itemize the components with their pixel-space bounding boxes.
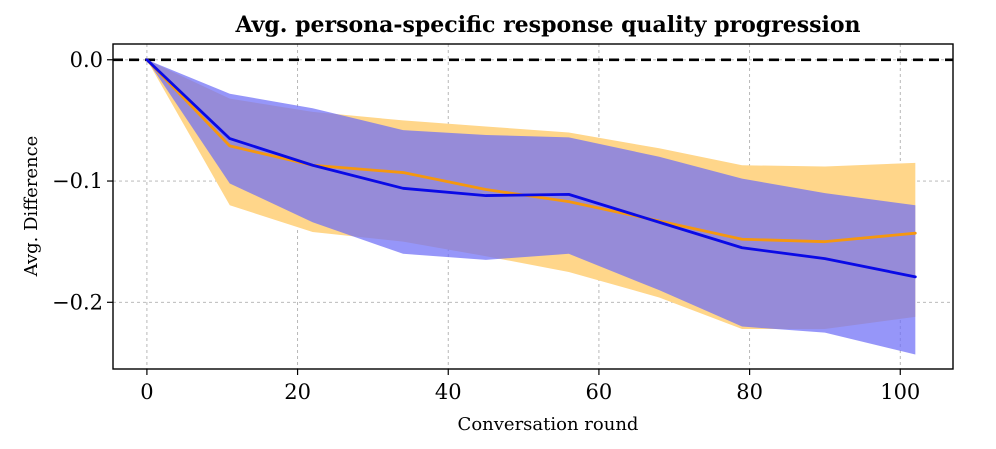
y-tick-label: −0.1: [52, 169, 103, 193]
x-axis-label: Conversation round: [458, 414, 639, 435]
x-tick-label: 60: [586, 380, 613, 404]
plot-frame: [112, 43, 954, 370]
x-tick-label: 0: [140, 380, 153, 404]
series-lines: [145, 58, 917, 279]
band-blue: [146, 59, 916, 355]
x-tick-label: 80: [736, 380, 763, 404]
y-axis-label: Avg. Difference: [21, 136, 42, 278]
x-tick-label: 100: [880, 380, 920, 404]
y-tick-label: 0.0: [70, 48, 103, 72]
y-tick-label: −0.2: [52, 290, 103, 314]
x-tick-label: 40: [435, 380, 462, 404]
x-tick-label: 20: [284, 380, 311, 404]
line-blue: [145, 58, 917, 279]
axis-ticks: 0 20 40 60 80 100 0.0 −0.1 −0.2: [52, 48, 920, 404]
chart-title: Avg. persona-specific response quality p…: [234, 12, 860, 38]
